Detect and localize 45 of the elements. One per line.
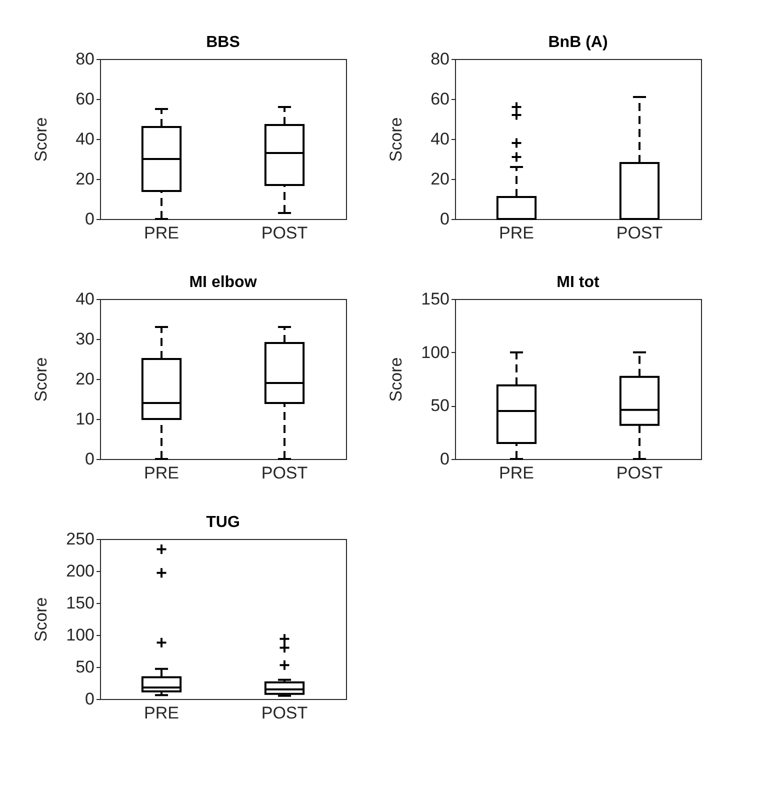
y-tick-label: 60 xyxy=(76,90,94,108)
x-tick-label: PRE xyxy=(144,464,179,482)
y-tick-label: 20 xyxy=(76,370,94,388)
y-tick-label: 150 xyxy=(421,290,450,308)
chart-title: MI tot xyxy=(556,274,600,291)
chart-title: BBS xyxy=(206,34,240,51)
y-tick-label: 100 xyxy=(421,342,450,362)
x-tick-label: PRE xyxy=(144,704,179,722)
y-tick-label: 10 xyxy=(76,410,94,428)
y-tick-label: 60 xyxy=(430,90,450,108)
x-tick-label: POST xyxy=(261,224,308,242)
y-tick-label: 40 xyxy=(76,290,94,308)
y-tick-label: 0 xyxy=(85,690,94,708)
y-tick-label: 20 xyxy=(430,170,450,188)
y-tick-label: 80 xyxy=(76,50,94,68)
y-tick-label: 0 xyxy=(85,210,94,228)
y-tick-label: 20 xyxy=(76,170,94,188)
y-tick-label: 80 xyxy=(430,50,450,68)
chart-title: TUG xyxy=(206,514,240,531)
y-tick-label: 0 xyxy=(440,210,450,228)
y-tick-label: 50 xyxy=(76,658,94,676)
y-axis-title: Score xyxy=(32,597,50,642)
y-axis-title: Score xyxy=(32,117,50,162)
y-tick-label: 250 xyxy=(66,530,94,548)
chart-title: BnB (A) xyxy=(548,34,608,51)
y-tick-label: 100 xyxy=(66,626,94,644)
x-tick-label: POST xyxy=(616,224,663,242)
x-tick-label: POST xyxy=(261,704,308,722)
y-tick-label: 150 xyxy=(66,594,94,612)
x-tick-label: PRE xyxy=(144,224,179,242)
x-tick-label: POST xyxy=(616,464,663,482)
y-tick-label: 50 xyxy=(430,396,450,416)
y-axis-title: Score xyxy=(386,357,406,402)
chart-title: MI elbow xyxy=(189,274,258,291)
y-tick-label: 40 xyxy=(430,130,450,148)
x-tick-label: PRE xyxy=(499,224,534,242)
x-tick-label: POST xyxy=(261,464,308,482)
y-tick-label: 0 xyxy=(85,450,94,468)
y-tick-label: 30 xyxy=(76,330,94,348)
y-axis-title: Score xyxy=(386,117,406,162)
y-tick-label: 0 xyxy=(440,450,450,468)
y-axis-title: Score xyxy=(32,357,50,402)
y-tick-label: 200 xyxy=(66,562,94,580)
y-tick-label: 40 xyxy=(76,130,94,148)
x-tick-label: PRE xyxy=(499,464,534,482)
